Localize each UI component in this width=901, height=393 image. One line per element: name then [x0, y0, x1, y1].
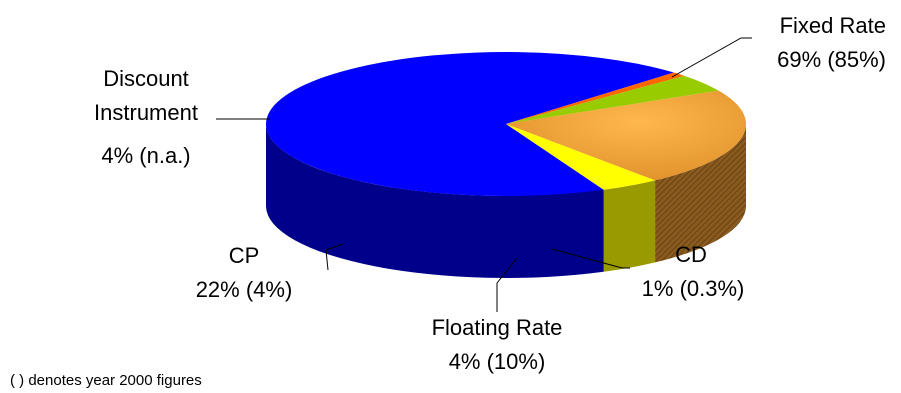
- label-fixed-rate-value: 69% (85%): [777, 47, 886, 72]
- side-fixed-rate: [266, 124, 604, 278]
- label-discount-line1: Discount: [103, 66, 189, 91]
- prior-cp: (4%): [246, 277, 292, 302]
- slice-cd: [506, 72, 685, 124]
- leader-line-fixed-rate: [671, 37, 752, 78]
- label-cd-value: 1% (0.3%): [642, 276, 745, 301]
- label-floating-rate: Floating Rate: [432, 315, 563, 340]
- label-cp-value: 22% (4%): [196, 277, 293, 302]
- leader-lines: [216, 37, 752, 312]
- leader-line-floating-rate: [496, 257, 518, 312]
- value-discount: 4%: [101, 143, 133, 168]
- label-discount-value: 4% (n.a.): [101, 143, 190, 168]
- slice-fixed-rate: [266, 52, 674, 197]
- value-cp: 22%: [196, 277, 240, 302]
- value-fixed-rate: 69%: [777, 47, 821, 72]
- label-cd: CD: [675, 242, 707, 267]
- value-cd: 1%: [642, 276, 674, 301]
- prior-cd: (0.3%): [680, 276, 745, 301]
- label-floating-rate-value: 4% (10%): [449, 349, 546, 374]
- value-floating-rate: 4%: [449, 349, 481, 374]
- footnote: ( ) denotes year 2000 figures: [10, 372, 202, 389]
- label-fixed-rate: Fixed Rate: [780, 13, 886, 38]
- leader-line-cp: [325, 243, 344, 271]
- prior-fixed-rate: (85%): [827, 47, 886, 72]
- side-discount-instrument: [603, 180, 656, 272]
- prior-floating-rate: (10%): [487, 349, 546, 374]
- slice-floating-rate: [506, 75, 719, 124]
- slice-cp: [506, 90, 747, 181]
- pie-slices: [266, 52, 747, 278]
- slice-discount-instrument: [506, 124, 656, 190]
- label-cp: CP: [229, 243, 260, 268]
- label-discount-line2: Instrument: [94, 100, 198, 125]
- side-cp: [655, 124, 746, 263]
- leader-line-cd: [551, 248, 630, 269]
- prior-discount: (n.a.): [139, 143, 190, 168]
